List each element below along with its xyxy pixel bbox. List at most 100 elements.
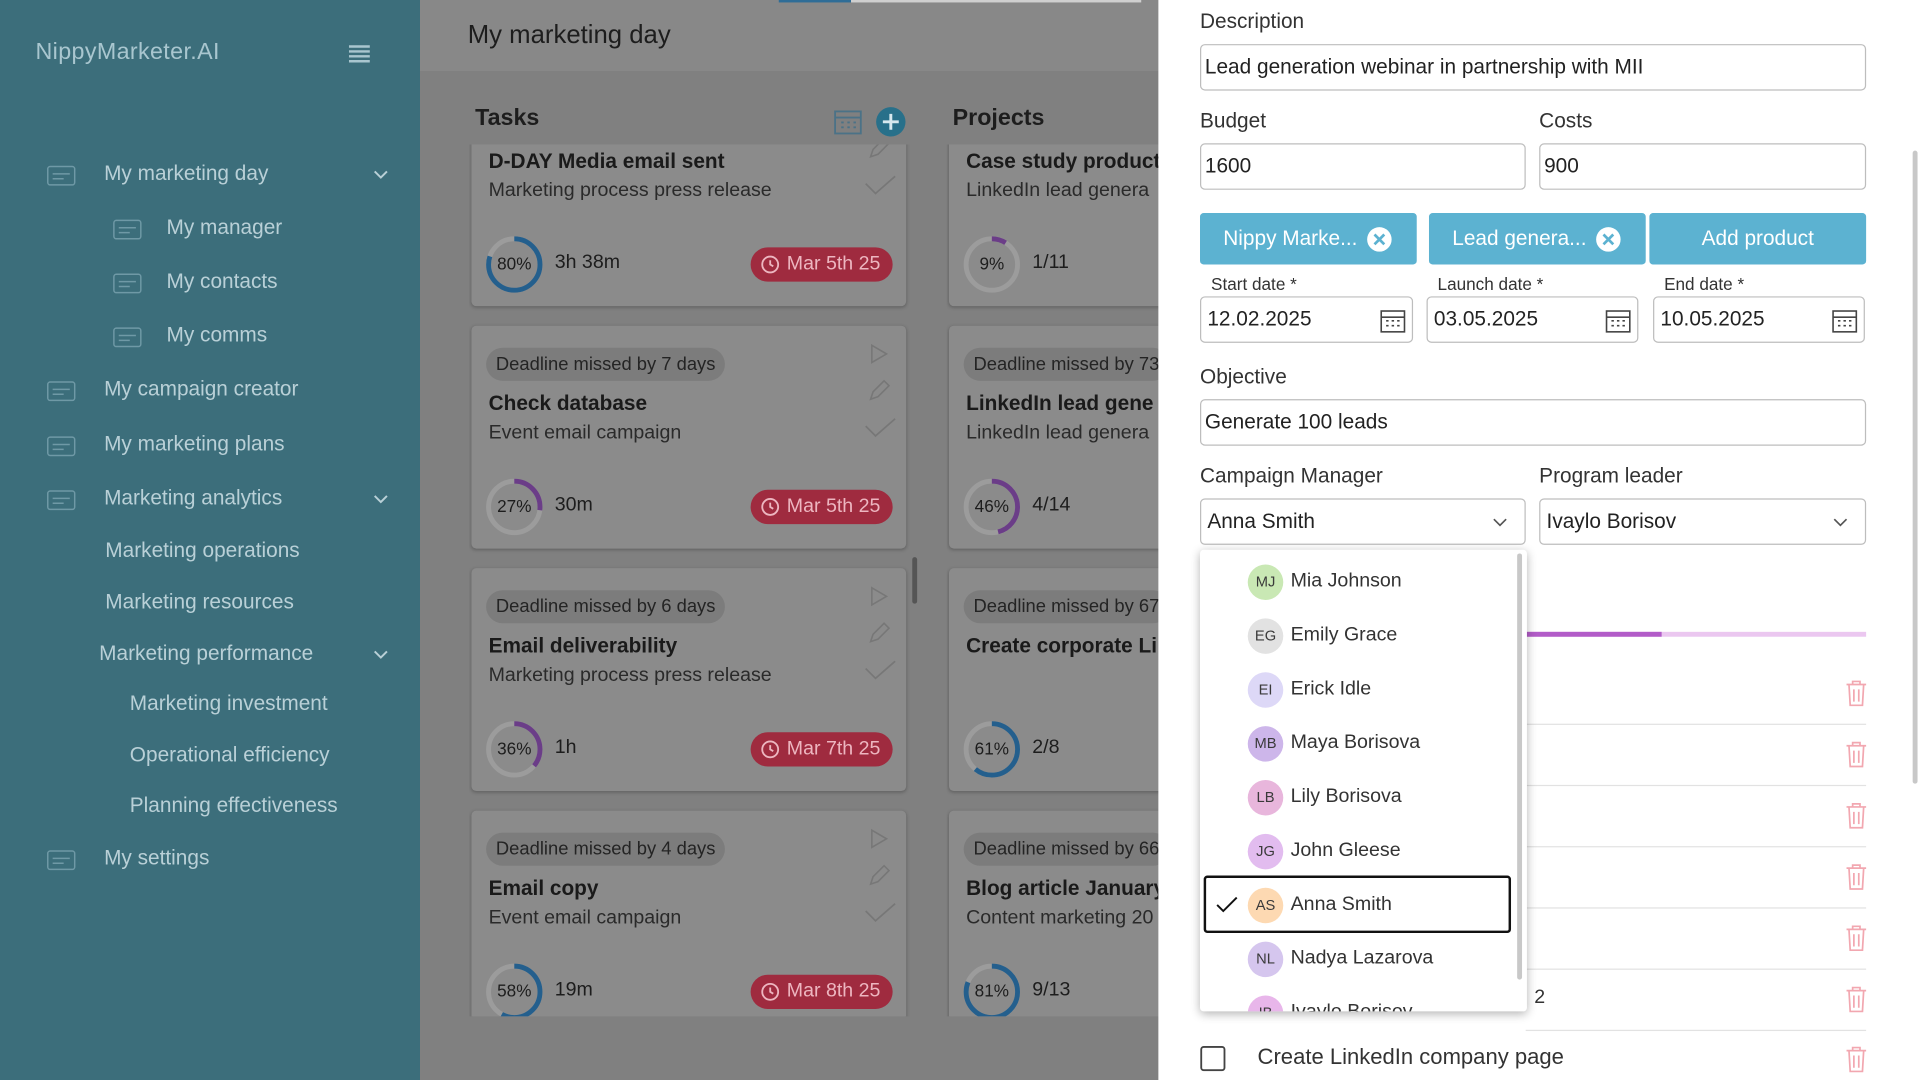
objective-input[interactable]: Generate 100 leads [1200, 399, 1867, 446]
due-date: Mar 5th 25 [750, 247, 893, 282]
panel-scrollbar [1912, 150, 1918, 784]
avatar: AS [1247, 887, 1284, 924]
task-card[interactable]: Deadline missed by 7 days Check database E… [471, 325, 907, 549]
task-card[interactable]: Deadline missed by 6 days Email deliverab… [471, 568, 907, 792]
dropdown-option[interactable] [1203, 875, 1512, 934]
progress-ring [963, 478, 1020, 536]
avatar: LB [1247, 780, 1284, 816]
deadline-badge: Deadline missed by 66 [963, 832, 1170, 866]
nav-item[interactable]: Operational efficiency [129, 743, 330, 767]
time-spent: 3h 38m [554, 252, 621, 274]
complete-button[interactable] [863, 901, 897, 923]
complete-button[interactable] [863, 659, 897, 681]
delete-button[interactable] [1845, 802, 1867, 829]
date-input[interactable]: 12.02.2025 [1200, 296, 1414, 343]
play-button[interactable] [869, 828, 889, 850]
avatar: MJ [1247, 564, 1284, 600]
campaign-manager-label: Campaign Manager [1200, 464, 1383, 488]
add-task-button[interactable] [876, 107, 907, 138]
delete-button[interactable] [1845, 1046, 1867, 1073]
time-spent: 1h [554, 737, 577, 758]
edit-button[interactable] [867, 621, 891, 645]
program-leader-input[interactable]: Ivaylo Borisov [1539, 498, 1867, 545]
date-input[interactable]: 10.05.2025 [1653, 296, 1865, 343]
date-input[interactable]: 03.05.2025 [1426, 296, 1639, 343]
due-date: Mar 5th 25 [750, 489, 893, 525]
page-title: My marketing day [467, 20, 671, 49]
nav-icon [47, 850, 76, 871]
nav-icon [113, 273, 142, 294]
input-value: Lead generation webinar in partnership w… [1204, 55, 1644, 79]
nav-item[interactable]: My contacts [166, 269, 278, 293]
complete-button[interactable] [863, 174, 897, 196]
progress-ring [486, 963, 543, 1017]
edit-button[interactable] [867, 144, 891, 160]
menu-icon[interactable] [348, 44, 372, 64]
nav-item[interactable]: My campaign creator [104, 377, 299, 401]
nav-item[interactable]: Marketing operations [105, 538, 300, 563]
calendar-icon[interactable] [1605, 307, 1632, 334]
nav-item[interactable]: My manager [166, 215, 283, 239]
nav-item[interactable]: My settings [104, 846, 210, 870]
tab-track [851, 0, 1142, 3]
input-value: 10.05.2025 [1660, 307, 1765, 331]
progress-ring [486, 721, 543, 778]
costs-input[interactable]: 900 [1539, 143, 1867, 190]
ring-progress [963, 478, 1020, 536]
ring-progress [486, 478, 543, 536]
task-card[interactable]: Deadline missed by 4 days Email copy Event… [471, 810, 907, 1017]
dropdown-menu: MJ Mia Johnson EG Emily Grace EI Erick Idle MB… [1200, 549, 1527, 1012]
delete-button[interactable] [1845, 986, 1867, 1013]
nav-item[interactable]: My marketing day [104, 161, 269, 185]
projects-heading: Projects [952, 105, 1045, 132]
product-chip[interactable]: Nippy Marke... [1200, 213, 1417, 265]
play-button[interactable] [869, 343, 889, 365]
description-input[interactable]: Lead generation webinar in partnership w… [1200, 44, 1867, 91]
product-chip[interactable]: Lead genera... [1428, 213, 1646, 265]
scrollbar [912, 557, 918, 604]
remove-chip[interactable] [1367, 227, 1393, 253]
delete-button[interactable] [1845, 924, 1867, 952]
header-bar [420, 0, 1159, 72]
edit-button[interactable] [867, 378, 891, 402]
progress-ring [963, 236, 1020, 293]
remove-chip[interactable] [1596, 227, 1622, 253]
card-title: Blog article January [966, 876, 1166, 900]
main: My marketing day Tasks Projects D-DAY Me… [420, 0, 1384, 1080]
checklist-item: Create LinkedIn company page [1257, 1044, 1564, 1069]
calendar-icon[interactable] [1380, 307, 1407, 334]
row-divider [1525, 907, 1867, 909]
deadline-badge: Deadline missed by 67 [963, 590, 1170, 624]
nav-item[interactable]: My comms [166, 323, 268, 347]
progress-label: 58% [497, 980, 532, 1001]
option-name: Mia Johnson [1290, 570, 1402, 592]
add-product-button[interactable]: Add product [1649, 213, 1867, 265]
complete-button[interactable] [863, 416, 897, 438]
checkbox[interactable] [1200, 1046, 1226, 1072]
deadline-badge: Deadline missed by 7 days [486, 347, 726, 381]
chevron [1493, 518, 1507, 527]
calendar-icon[interactable] [1832, 307, 1859, 334]
edit-button[interactable] [867, 863, 891, 887]
costs-label: Costs [1539, 108, 1593, 133]
nav-item[interactable]: Marketing resources [105, 590, 294, 614]
nav-item[interactable]: My marketing plans [104, 432, 285, 456]
nav-item[interactable]: Marketing investment [129, 691, 328, 716]
task-count: 9/13 [1032, 979, 1071, 1001]
task-card[interactable]: D-DAY Media email sent Marketing process … [471, 144, 907, 307]
task-count: 2/8 [1032, 737, 1060, 758]
campaign-manager-input[interactable]: Anna Smith [1200, 498, 1526, 545]
nav-item[interactable]: Planning effectiveness [129, 793, 338, 817]
budget-input[interactable]: 1600 [1200, 143, 1526, 190]
delete-button[interactable] [1845, 741, 1867, 768]
tab-indicator [778, 0, 852, 3]
nav-item[interactable]: Marketing performance [99, 641, 314, 665]
delete-button[interactable] [1845, 863, 1867, 890]
play-button[interactable] [869, 585, 889, 607]
nav-item[interactable]: Marketing analytics [104, 486, 283, 510]
input-value: 12.02.2025 [1207, 307, 1312, 331]
delete-button[interactable] [1845, 680, 1867, 707]
option-name: Ivaylo Borisov [1291, 1002, 1413, 1012]
calendar-button[interactable] [834, 108, 863, 135]
input-value: 900 [1544, 154, 1579, 178]
